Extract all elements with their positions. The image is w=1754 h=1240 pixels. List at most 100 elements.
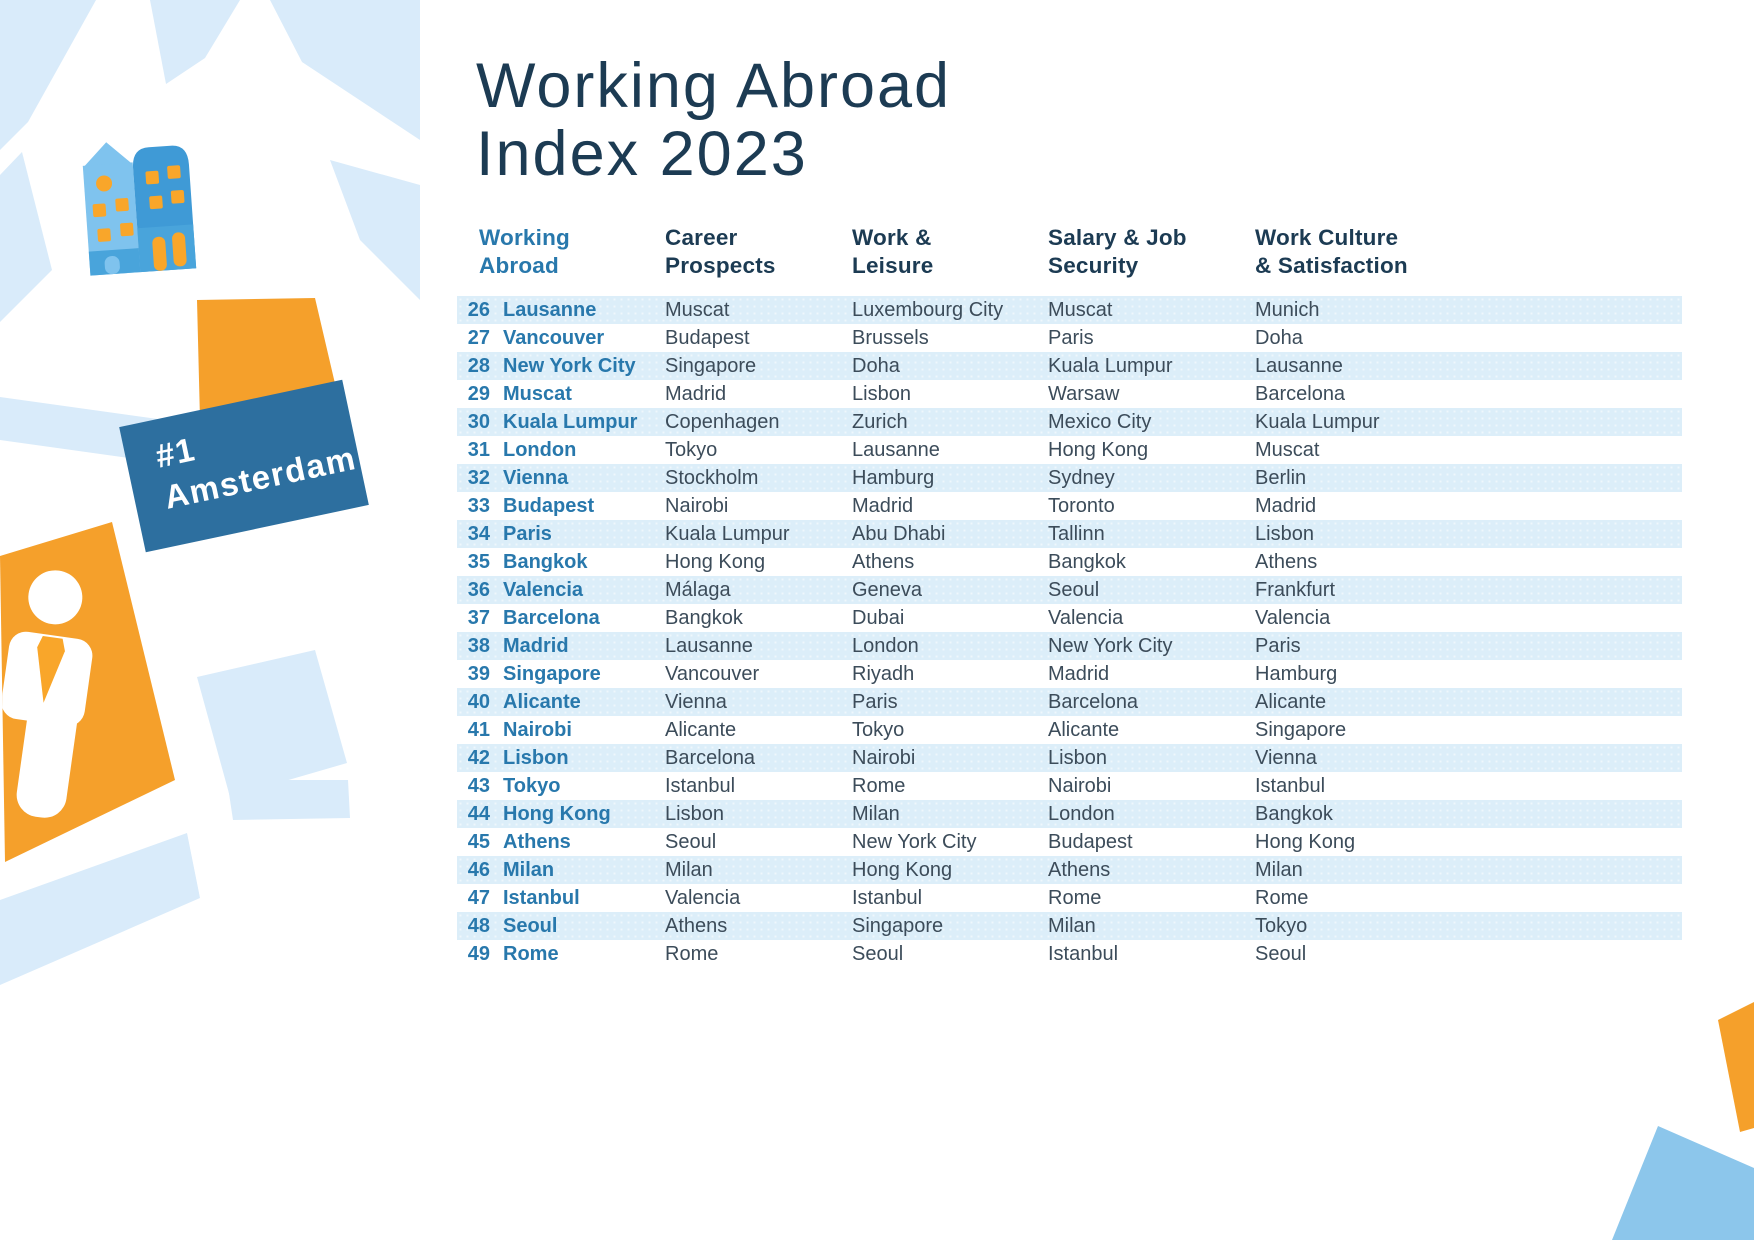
city-cell: Nairobi xyxy=(503,718,572,741)
rank-cell: 32 xyxy=(467,466,490,489)
city-cell: Paris xyxy=(503,522,552,545)
city-cell: Lausanne xyxy=(503,298,597,321)
city-cell: Copenhagen xyxy=(665,410,780,433)
table-row: 30 Kuala Lumpur Copenhagen Zurich Mexico Cit… xyxy=(457,408,1682,436)
map-block xyxy=(150,0,240,84)
table-row: 41 Nairobi Alicante Tokyo Alicante Singapore xyxy=(457,716,1682,744)
city-cell: Lisbon xyxy=(1048,746,1107,769)
rank-cell: 26 xyxy=(467,298,490,321)
city-cell: Muscat xyxy=(1048,298,1113,321)
city-cell: Paris xyxy=(1255,634,1301,657)
table-row: 42 Lisbon Barcelona Nairobi Lisbon Vienna xyxy=(457,744,1682,772)
city-cell: London xyxy=(503,438,577,461)
map-block xyxy=(330,160,420,300)
city-cell: Hong Kong xyxy=(852,858,953,881)
rank-cell: 49 xyxy=(467,942,490,965)
city-cell: Lausanne xyxy=(665,634,753,657)
rank-cell: 34 xyxy=(467,522,490,545)
city-cell: Lisbon xyxy=(852,382,911,405)
city-cell: Frankfurt xyxy=(1255,578,1336,601)
city-cell: Luxembourg City xyxy=(852,298,1004,321)
rank-cell: 39 xyxy=(467,662,490,685)
city-cell: Vienna xyxy=(665,690,727,713)
table-row: 29 Muscat Madrid Lisbon Warsaw Barcelona xyxy=(457,380,1682,408)
city-cell: Seoul xyxy=(503,914,558,937)
city-cell: Toronto xyxy=(1048,494,1115,517)
map-block xyxy=(227,780,350,820)
table-row: 44 Hong Kong Lisbon Milan London Bangkok xyxy=(457,800,1682,828)
city-cell: Seoul xyxy=(1048,578,1100,601)
city-cell: Muscat xyxy=(503,382,572,405)
city-cell: Warsaw xyxy=(1048,382,1120,405)
city-cell: Rome xyxy=(665,942,719,965)
city-cell: Lisbon xyxy=(665,802,724,825)
city-cell: Barcelona xyxy=(1048,690,1139,713)
map-block xyxy=(197,650,347,797)
rank-cell: 43 xyxy=(467,774,490,797)
table-row: 38 Madrid Lausanne London New York City Paris xyxy=(457,632,1682,660)
city-cell: Bangkok xyxy=(1255,802,1333,825)
city-cell: Valencia xyxy=(665,886,741,909)
city-cell: Stockholm xyxy=(665,466,759,489)
city-cell: Athens xyxy=(852,550,915,573)
city-cell: Kuala Lumpur xyxy=(1048,354,1173,377)
table-row: 47 Istanbul Valencia Istanbul Rome Rome xyxy=(457,884,1682,912)
city-cell: Budapest xyxy=(1048,830,1133,853)
corner-block-orange xyxy=(1718,1002,1754,1132)
city-cell: Vancouver xyxy=(503,326,605,349)
city-cell: Milan xyxy=(852,802,900,825)
rank-cell: 47 xyxy=(467,886,490,909)
table-row: 33 Budapest Nairobi Madrid Toronto Madrid xyxy=(457,492,1682,520)
title-line-1: Working Abroad xyxy=(476,51,952,121)
city-cell: Valencia xyxy=(503,578,584,601)
city-cell: Hamburg xyxy=(1255,662,1338,685)
map-block xyxy=(0,0,96,150)
city-cell: Nairobi xyxy=(852,746,916,769)
column-headers: Working Abroad Career Prospects Work & Lei… xyxy=(457,224,1682,280)
table-row: 48 Seoul Athens Singapore Milan Tokyo xyxy=(457,912,1682,940)
rank-cell: 33 xyxy=(467,494,490,517)
city-cell: Singapore xyxy=(852,914,944,937)
city-cell: Alicante xyxy=(1048,718,1120,741)
city-cell: Hong Kong xyxy=(1048,438,1149,461)
column-header: Career Prospects xyxy=(665,225,776,278)
city-cell: Bangkok xyxy=(1048,550,1126,573)
city-cell: Mexico City xyxy=(1048,410,1152,433)
rank-cell: 41 xyxy=(467,718,490,741)
city-cell: Milan xyxy=(503,858,555,881)
city-cell: Kuala Lumpur xyxy=(1255,410,1380,433)
city-cell: Kuala Lumpur xyxy=(503,410,638,433)
city-cell: Tokyo xyxy=(1255,914,1308,937)
table-row: 46 Milan Milan Hong Kong Athens Milan xyxy=(457,856,1682,884)
table-row: 37 Barcelona Bangkok Dubai Valencia Valencia xyxy=(457,604,1682,632)
city-cell: Istanbul xyxy=(1255,774,1326,797)
rank-cell: 30 xyxy=(467,410,490,433)
table-row: 27 Vancouver Budapest Brussels Paris Doha xyxy=(457,324,1682,352)
city-cell: Singapore xyxy=(1255,718,1347,741)
city-cell: Budapest xyxy=(665,326,750,349)
table-row: 45 Athens Seoul New York City Budapest Hong K… xyxy=(457,828,1682,856)
title-line-2: Index 2023 xyxy=(476,119,808,189)
city-cell: Athens xyxy=(1255,550,1318,573)
table-row: 31 London Tokyo Lausanne Hong Kong Muscat xyxy=(457,436,1682,464)
city-cell: Vancouver xyxy=(665,662,760,685)
city-cell: Barcelona xyxy=(503,606,600,629)
city-cell: Athens xyxy=(1048,858,1111,881)
rank-cell: 35 xyxy=(467,550,490,573)
city-cell: Madrid xyxy=(852,494,914,517)
city-cell: Alicante xyxy=(665,718,737,741)
city-cell: Bangkok xyxy=(665,606,743,629)
city-cell: Alicante xyxy=(1255,690,1327,713)
table-row: 28 New York City Singapore Doha Kuala Lumpur… xyxy=(457,352,1682,380)
city-cell: London xyxy=(1048,802,1115,825)
city-cell: Tokyo xyxy=(852,718,905,741)
city-cell: Nairobi xyxy=(1048,774,1112,797)
rank-cell: 31 xyxy=(467,438,490,461)
city-cell: Brussels xyxy=(852,326,929,349)
city-cell: Nairobi xyxy=(665,494,729,517)
page-title: Working Abroad Index 2023 xyxy=(476,52,951,188)
rank-cell: 29 xyxy=(467,382,490,405)
city-cell: Doha xyxy=(852,354,900,377)
rank-cell: 37 xyxy=(467,606,490,629)
city-cell: Istanbul xyxy=(852,886,923,909)
